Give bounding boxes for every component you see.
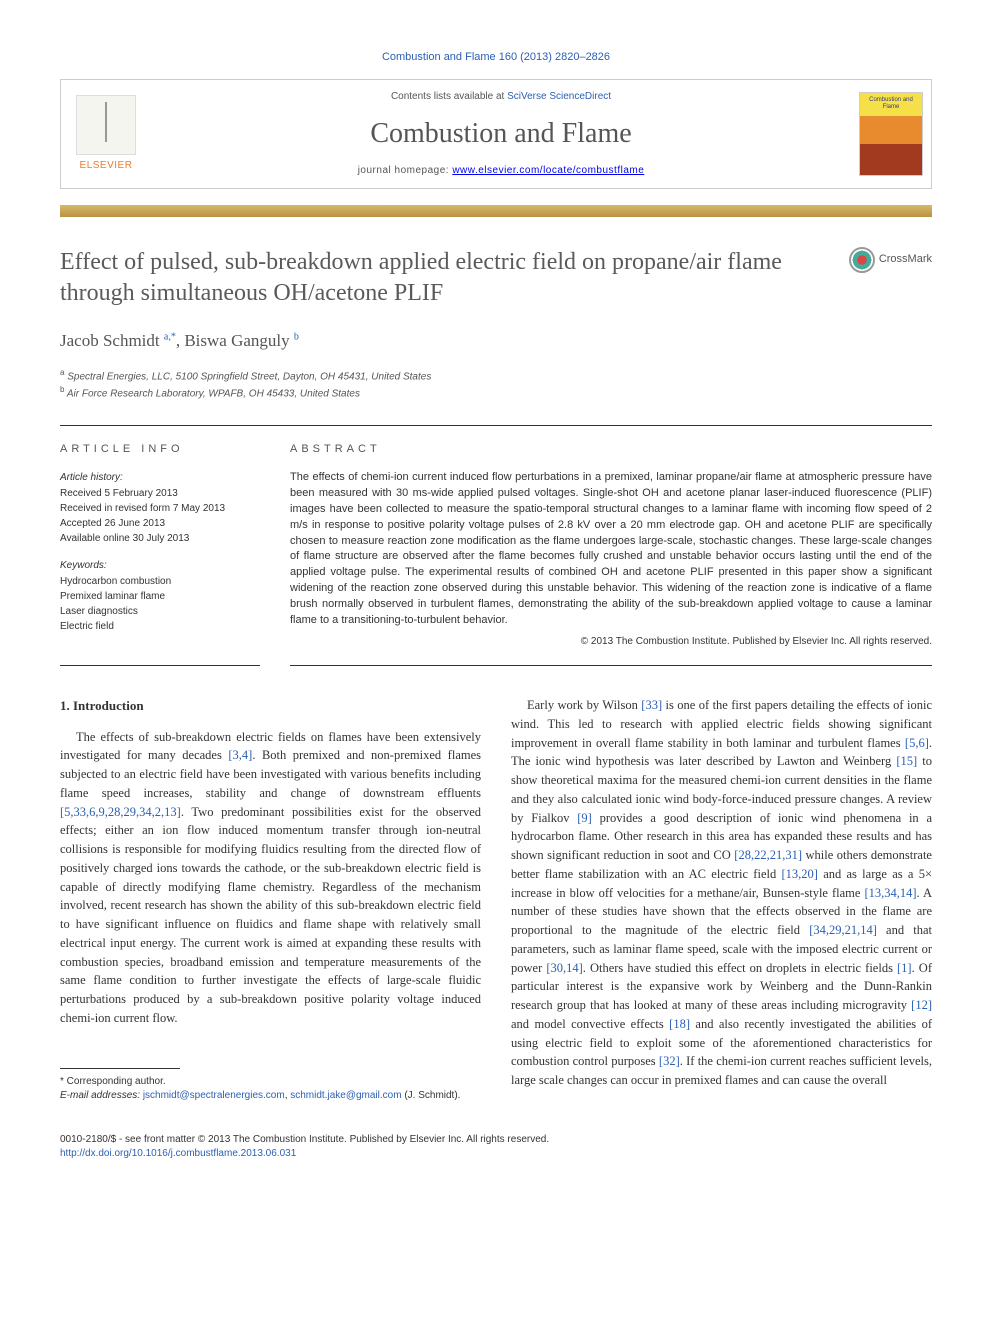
- keyword-2: Laser diagnostics: [60, 604, 260, 619]
- t: . Two predominant possibilities exist fo…: [60, 805, 481, 1025]
- affiliations: a Spectral Energies, LLC, 5100 Springfie…: [60, 367, 932, 402]
- intro-para-2: Early work by Wilson [33] is one of the …: [511, 696, 932, 1090]
- history-2: Accepted 26 June 2013: [60, 516, 260, 531]
- authors: Jacob Schmidt a,*, Biswa Ganguly b: [60, 329, 932, 353]
- history-label: Article history:: [60, 470, 260, 485]
- ref-3-4[interactable]: [3,4]: [228, 748, 252, 762]
- affil-text-b: Air Force Research Laboratory, WPAFB, OH…: [67, 388, 360, 399]
- ref-28-22-21-31[interactable]: [28,22,21,31]: [734, 848, 802, 862]
- journal-name: Combustion and Flame: [159, 114, 843, 153]
- email-2[interactable]: schmidt.jake@gmail.com: [290, 1090, 401, 1101]
- body-columns: 1. Introduction The effects of sub-break…: [60, 696, 932, 1103]
- article-info-heading: ARTICLE INFO: [60, 442, 260, 457]
- ref-12[interactable]: [12]: [911, 998, 932, 1012]
- t: Early work by Wilson: [527, 698, 641, 712]
- email-tail: (J. Schmidt).: [402, 1090, 461, 1101]
- corresponding-author: * Corresponding author.: [60, 1075, 481, 1089]
- article-title: Effect of pulsed, sub-breakdown applied …: [60, 247, 829, 309]
- history-1: Received in revised form 7 May 2013: [60, 501, 260, 516]
- footnotes: * Corresponding author. E-mail addresses…: [60, 1075, 481, 1103]
- crossmark-label: CrossMark: [879, 252, 932, 267]
- crossmark-icon: [849, 247, 875, 273]
- affil-text-a: Spectral Energies, LLC, 5100 Springfield…: [67, 371, 431, 382]
- ref-32[interactable]: [32]: [659, 1054, 680, 1068]
- ref-15[interactable]: [15]: [896, 754, 917, 768]
- ref-18[interactable]: [18]: [669, 1017, 690, 1031]
- gold-divider: [60, 205, 932, 217]
- ref-33[interactable]: [33]: [641, 698, 662, 712]
- elsevier-logo-block: ELSEVIER: [61, 80, 151, 187]
- doi-link[interactable]: http://dx.doi.org/10.1016/j.combustflame…: [60, 1148, 296, 1159]
- affiliation-a: a Spectral Energies, LLC, 5100 Springfie…: [60, 367, 932, 384]
- ref-1[interactable]: [1]: [897, 961, 912, 975]
- section-1-heading: 1. Introduction: [60, 696, 481, 716]
- ref-34-29-21-14[interactable]: [34,29,21,14]: [809, 923, 877, 937]
- t: and model convective effects: [511, 1017, 669, 1031]
- history-0: Received 5 February 2013: [60, 486, 260, 501]
- keyword-1: Premixed laminar flame: [60, 589, 260, 604]
- email-1[interactable]: jschmidt@spectralenergies.com: [143, 1090, 285, 1101]
- sciencedirect-link[interactable]: SciVerse ScienceDirect: [507, 91, 611, 102]
- contents-prefix: Contents lists available at: [391, 91, 507, 102]
- crossmark-badge[interactable]: CrossMark: [849, 247, 932, 273]
- elsevier-tree-icon: [76, 95, 136, 155]
- email-line: E-mail addresses: jschmidt@spectralenerg…: [60, 1089, 481, 1103]
- body-col-left: 1. Introduction The effects of sub-break…: [60, 696, 481, 1103]
- body-col-right: Early work by Wilson [33] is one of the …: [511, 696, 932, 1103]
- abstract-copyright: © 2013 The Combustion Institute. Publish…: [290, 635, 932, 649]
- affil-sup-b: b: [60, 385, 64, 394]
- contents-line: Contents lists available at SciVerse Sci…: [159, 90, 843, 104]
- elsevier-label: ELSEVIER: [80, 159, 133, 173]
- ref-multi-1[interactable]: [5,33,6,9,28,29,34,2,13]: [60, 805, 181, 819]
- journal-header-box: ELSEVIER Contents lists available at Sci…: [60, 79, 932, 188]
- email-label: E-mail addresses:: [60, 1090, 143, 1101]
- footer-line-1: 0010-2180/$ - see front matter © 2013 Th…: [60, 1133, 932, 1147]
- ref-5-6[interactable]: [5,6]: [905, 736, 929, 750]
- article-info: ARTICLE INFO Article history: Received 5…: [60, 442, 260, 666]
- t: . Others have studied this effect on dro…: [583, 961, 897, 975]
- ref-13-34-14[interactable]: [13,34,14]: [864, 886, 916, 900]
- history-3: Available online 30 July 2013: [60, 531, 260, 546]
- ref-13-20[interactable]: [13,20]: [781, 867, 817, 881]
- ref-30-14[interactable]: [30,14]: [546, 961, 582, 975]
- footnote-separator: [60, 1068, 180, 1069]
- homepage-link[interactable]: www.elsevier.com/locate/combustflame: [452, 165, 644, 176]
- abstract-heading: ABSTRACT: [290, 442, 932, 457]
- ref-9[interactable]: [9]: [577, 811, 592, 825]
- keyword-3: Electric field: [60, 619, 260, 634]
- header-center: Contents lists available at SciVerse Sci…: [151, 80, 851, 187]
- journal-cover-icon: Combustion and Flame: [859, 92, 923, 176]
- abstract-text: The effects of chemi-ion current induced…: [290, 470, 932, 629]
- intro-para-1: The effects of sub-breakdown electric fi…: [60, 728, 481, 1028]
- affil-sup-a: a: [60, 368, 64, 377]
- citation: Combustion and Flame 160 (2013) 2820–282…: [60, 50, 932, 65]
- affiliation-b: b Air Force Research Laboratory, WPAFB, …: [60, 384, 932, 401]
- keyword-0: Hydrocarbon combustion: [60, 574, 260, 589]
- homepage-line: journal homepage: www.elsevier.com/locat…: [159, 164, 843, 178]
- abstract-column: ABSTRACT The effects of chemi-ion curren…: [290, 442, 932, 666]
- keywords-label: Keywords:: [60, 558, 260, 573]
- journal-cover-block: Combustion and Flame: [851, 80, 931, 187]
- page-footer: 0010-2180/$ - see front matter © 2013 Th…: [60, 1133, 932, 1161]
- homepage-label: journal homepage:: [358, 165, 453, 176]
